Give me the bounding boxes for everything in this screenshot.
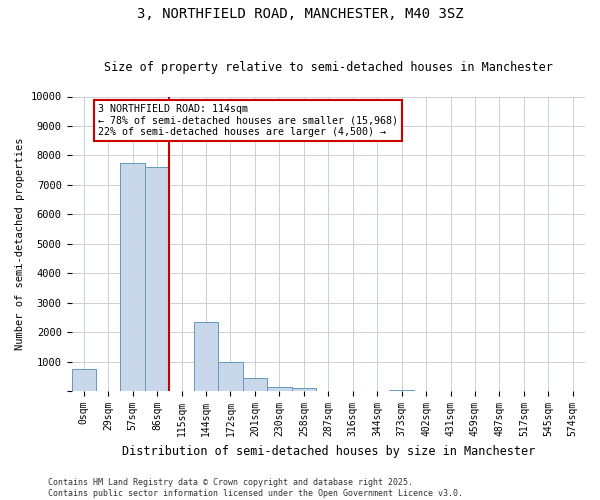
Bar — [389, 390, 414, 391]
X-axis label: Distribution of semi-detached houses by size in Manchester: Distribution of semi-detached houses by … — [122, 444, 535, 458]
Bar — [194, 322, 218, 391]
Bar — [121, 163, 145, 391]
Bar — [292, 388, 316, 391]
Y-axis label: Number of semi-detached properties: Number of semi-detached properties — [15, 138, 25, 350]
Bar — [71, 369, 96, 391]
Text: 3, NORTHFIELD ROAD, MANCHESTER, M40 3SZ: 3, NORTHFIELD ROAD, MANCHESTER, M40 3SZ — [137, 8, 463, 22]
Text: Contains HM Land Registry data © Crown copyright and database right 2025.
Contai: Contains HM Land Registry data © Crown c… — [48, 478, 463, 498]
Title: Size of property relative to semi-detached houses in Manchester: Size of property relative to semi-detach… — [104, 62, 553, 74]
Bar — [145, 167, 169, 391]
Bar — [267, 387, 292, 391]
Text: 3 NORTHFIELD ROAD: 114sqm
← 78% of semi-detached houses are smaller (15,968)
22%: 3 NORTHFIELD ROAD: 114sqm ← 78% of semi-… — [98, 104, 398, 137]
Bar — [218, 362, 242, 391]
Bar — [242, 378, 267, 391]
